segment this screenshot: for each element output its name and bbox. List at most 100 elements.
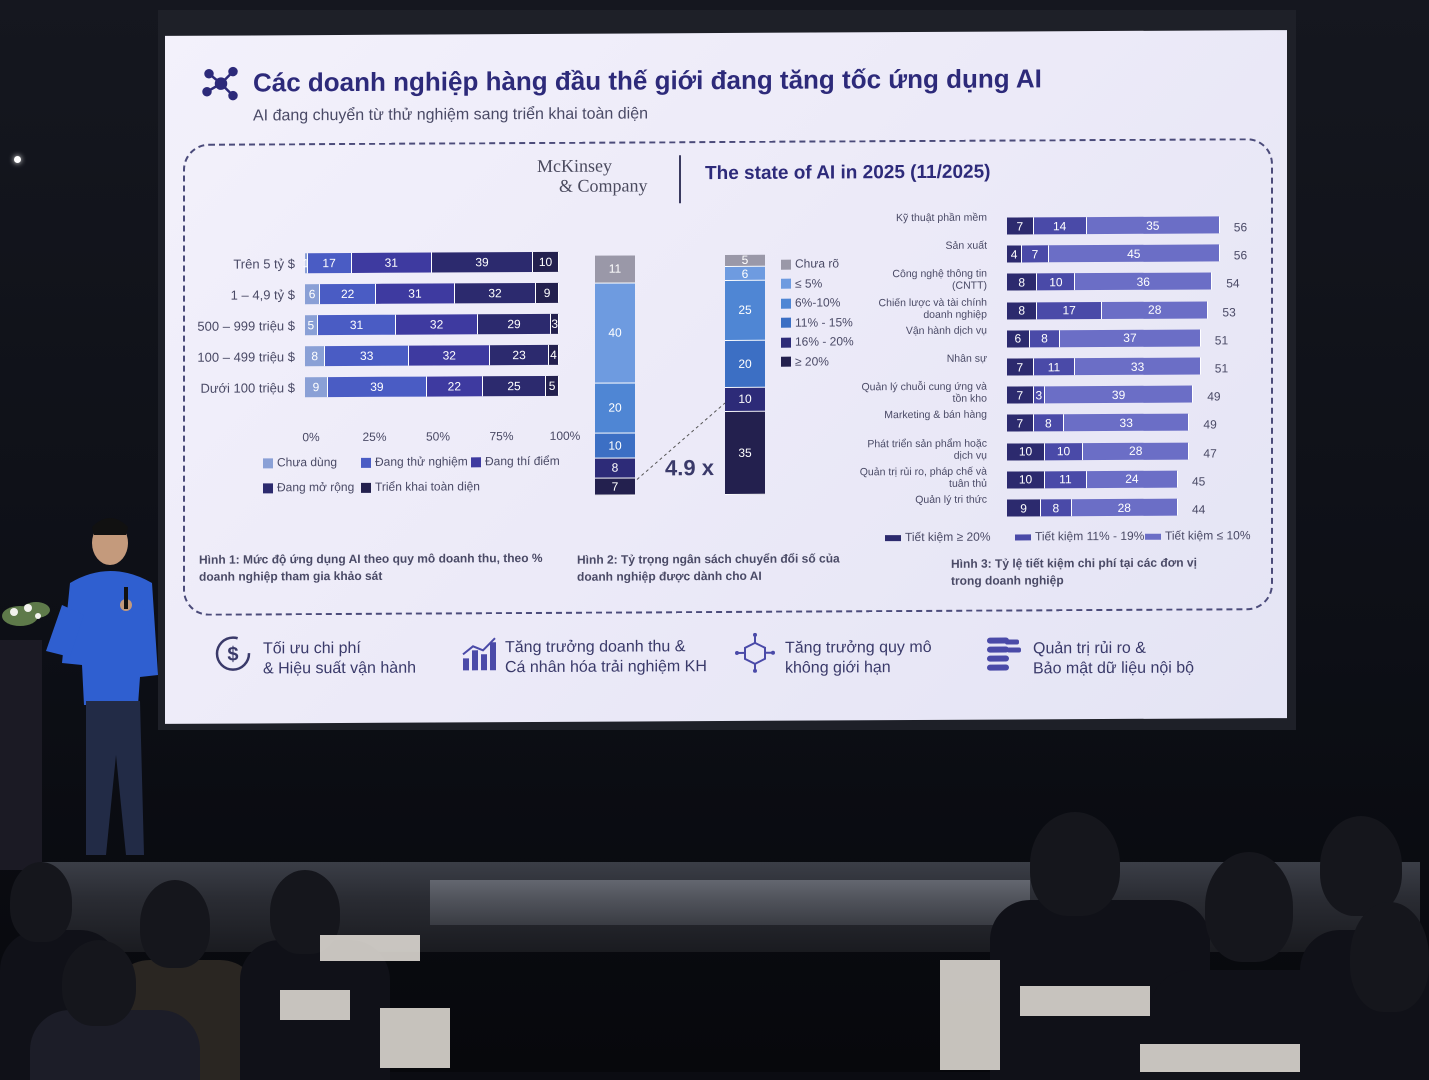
- caption-fig1: Hình 1: Mức độ ứng dụng AI theo quy mô d…: [199, 550, 559, 586]
- audience-member-head: [62, 940, 136, 1026]
- svg-text:$: $: [227, 644, 238, 666]
- legend-label: Tiết kiệm ≥ 20%: [905, 530, 991, 544]
- row-total: 54: [1226, 277, 1239, 291]
- network-nodes-icon: [201, 64, 241, 104]
- legend-item: ≤ 5%: [781, 276, 822, 290]
- bar-segment: 5: [305, 315, 318, 335]
- audience-member-head: [140, 880, 210, 968]
- legend-swatch: [781, 259, 791, 269]
- legend-item: Tiết kiệm 11% - 19%: [1015, 529, 1144, 544]
- bar-segment: 25: [483, 376, 547, 396]
- legend-label: Đang thử nghiệm: [375, 454, 468, 468]
- bar-segment: 39: [432, 252, 533, 273]
- bar-segment: 10: [1045, 443, 1083, 460]
- network-cube-icon: [735, 633, 775, 673]
- bar-segment: 23: [490, 345, 548, 365]
- stacked-column-segment: 8: [595, 458, 635, 478]
- bar-segment: 4: [1007, 246, 1022, 263]
- category-label: Quản trị rủi ro, pháp chế và tuân thủ: [855, 465, 987, 490]
- category-label: Chiến lược và tài chính doanh nghiệp: [855, 296, 987, 321]
- feature-4-line2: Bảo mật dữ liệu nội bộ: [1033, 659, 1194, 680]
- bar-segment: 8: [305, 346, 325, 366]
- legend-label: Tiết kiệm 11% - 19%: [1035, 529, 1144, 544]
- legend-swatch: [263, 458, 273, 468]
- stacked-column-segment: 7: [595, 478, 635, 496]
- chair: [1020, 986, 1150, 1016]
- bar-segment: 28: [1072, 499, 1178, 517]
- legend-swatch: [361, 458, 371, 468]
- legend-item: Chưa rõ: [781, 256, 839, 270]
- bar-segment: 10: [1007, 443, 1045, 460]
- legend-swatch: [781, 318, 791, 328]
- category-label: Trên 5 tỷ $: [185, 256, 295, 272]
- bar-segment: 7: [1007, 358, 1034, 375]
- bar-segment: 36: [1075, 273, 1212, 291]
- bar-segment: 24: [1087, 470, 1178, 487]
- category-label: 100 – 499 triệu $: [185, 349, 295, 365]
- dollar-cycle-icon: $: [213, 633, 253, 673]
- legend-swatch: [1145, 534, 1161, 540]
- legend-item: ≥ 20%: [781, 354, 829, 368]
- legend-swatch: [781, 337, 791, 347]
- bar-segment: 8: [1007, 302, 1037, 319]
- slide-subtitle: AI đang chuyển từ thử nghiệm sang triển …: [253, 105, 648, 125]
- bar-segment: 4: [549, 345, 559, 365]
- legend-label: Tiết kiệm ≤ 10%: [1165, 528, 1251, 542]
- legend-label: Đang thí điểm: [485, 454, 560, 468]
- row-total: 47: [1203, 446, 1216, 460]
- bar-segment: 10: [1037, 274, 1075, 291]
- legend-swatch: [781, 357, 791, 367]
- feature-2-line1: Tăng trưởng doanh thu &: [505, 637, 707, 658]
- x-tick-label: 75%: [482, 429, 522, 443]
- bar-segment: 6: [1007, 330, 1030, 347]
- stacked-column-segment: 10: [595, 433, 635, 458]
- report-title: The state of AI in 2025 (11/2025): [705, 162, 990, 185]
- bar-segment: 7: [1007, 387, 1034, 404]
- category-label: Nhân sự: [855, 353, 987, 366]
- stacked-column-segment: 11: [595, 255, 635, 283]
- legend-item: 16% - 20%: [781, 334, 854, 348]
- chair: [320, 935, 420, 961]
- legend-swatch: [1015, 534, 1031, 540]
- bar-segment: 17: [1037, 302, 1102, 319]
- bar-segment: 10: [533, 252, 559, 272]
- bar-segment: 7: [1007, 415, 1034, 432]
- bar-segment: 5: [546, 376, 559, 396]
- bar-segment: 9: [305, 377, 328, 397]
- row-total: 44: [1192, 502, 1205, 516]
- row-total: 51: [1215, 333, 1228, 347]
- bar-segment: 8: [1030, 330, 1060, 347]
- bar-segment: 10: [1007, 471, 1045, 488]
- feature-2: Tăng trưởng doanh thu & Cá nhân hóa trải…: [505, 637, 707, 678]
- legend-swatch: [781, 279, 791, 289]
- legend-swatch: [263, 483, 273, 493]
- row-total: 45: [1192, 474, 1205, 488]
- legend-label: Chưa dùng: [277, 455, 337, 469]
- category-label: Dưới 100 triệu $: [185, 380, 295, 396]
- bar-segment: 17: [308, 253, 352, 273]
- feature-1-line1: Tối ưu chi phí: [263, 639, 416, 660]
- bar-segment: 45: [1049, 245, 1220, 263]
- legend-label: Triển khai toàn diện: [375, 479, 480, 494]
- audience-member-head: [10, 862, 72, 942]
- legend-label: ≤ 5%: [795, 276, 822, 290]
- source-line-2: & Company: [537, 175, 648, 196]
- bar-segment: 7: [1007, 217, 1034, 234]
- x-tick-label: 100%: [545, 429, 585, 443]
- legend-label: 11% - 15%: [795, 315, 853, 329]
- bar-segment: 7: [1022, 245, 1049, 262]
- legend-item: Tiết kiệm ≤ 10%: [1145, 528, 1251, 543]
- row-total: 49: [1203, 418, 1216, 432]
- bar-segment: 39: [328, 377, 427, 398]
- stacked-column-segment: 20: [595, 383, 635, 433]
- bar-segment: 22: [427, 376, 483, 396]
- audience-member-head: [1320, 816, 1402, 916]
- bar-segment: 33: [1075, 358, 1200, 376]
- legend-item: Tiết kiệm ≥ 20%: [885, 530, 991, 545]
- row-total: 53: [1222, 305, 1235, 319]
- legend-swatch: [781, 298, 791, 308]
- bar-segment: 32: [455, 283, 536, 303]
- bar-segment: 33: [325, 346, 409, 366]
- row-total: 51: [1215, 361, 1228, 375]
- legend-item: 6%-10%: [781, 295, 840, 309]
